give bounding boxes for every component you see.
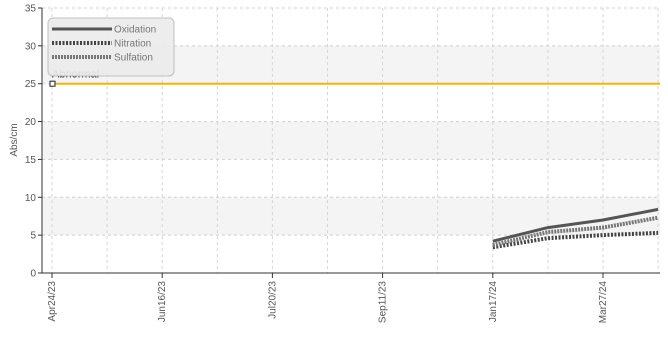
series-line-oxidation bbox=[492, 207, 659, 243]
y-ticks: 0 5 10 15 20 25 30 35 bbox=[25, 4, 42, 280]
y-tick-label: 30 bbox=[25, 41, 37, 52]
series-line-sulfation bbox=[492, 215, 659, 247]
y-tick-label: 0 bbox=[30, 269, 36, 280]
background-band bbox=[42, 121, 660, 160]
x-tick-label: Jan17/24 bbox=[488, 281, 499, 323]
y-axis-label: Abs/cm bbox=[9, 123, 20, 156]
axes bbox=[41, 8, 660, 274]
x-tick-label: Jul20/23 bbox=[267, 281, 278, 319]
x-tick-label: Apr24/23 bbox=[47, 281, 58, 322]
x-ticks: Apr24/23 Jun16/23 Jul20/23 Sep11/23 Jan17/24… bbox=[47, 273, 609, 323]
series-lines bbox=[492, 207, 659, 250]
y-tick-label: 15 bbox=[25, 155, 37, 166]
threshold-marker bbox=[49, 80, 56, 87]
legend-label-oxidation: Oxidation bbox=[114, 25, 156, 36]
x-tick-label: Sep11/23 bbox=[378, 281, 389, 324]
legend-box bbox=[47, 17, 175, 77]
x-tick-label: Jun16/23 bbox=[157, 281, 168, 323]
x-tick-label: Mar27/24 bbox=[598, 281, 609, 324]
legend-label-sulfation: Sulfation bbox=[114, 53, 153, 64]
legend-label-nitration: Nitration bbox=[114, 39, 151, 50]
y-tick-label: 10 bbox=[25, 193, 37, 204]
legend: Oxidation Nitration Sulfation bbox=[47, 17, 175, 77]
y-tick-label: 25 bbox=[25, 79, 37, 90]
y-tick-label: 5 bbox=[30, 231, 36, 242]
y-tick-label: 35 bbox=[25, 4, 37, 15]
y-tick-label: 20 bbox=[25, 117, 37, 128]
background-band bbox=[42, 197, 660, 236]
